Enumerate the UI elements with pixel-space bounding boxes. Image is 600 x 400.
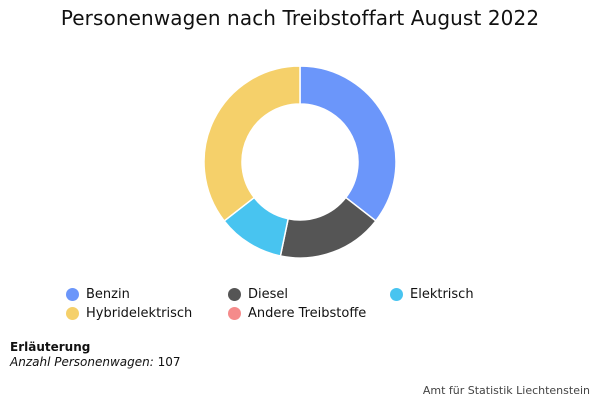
legend-item-diesel[interactable]: Diesel: [228, 286, 390, 303]
legend-label: Hybridelektrisch: [86, 306, 193, 321]
legend-marker: [66, 288, 79, 301]
legend-marker: [228, 307, 241, 320]
legend-item-benzin[interactable]: Benzin: [66, 286, 228, 303]
legend-marker: [390, 288, 403, 301]
note-heading: Erläuterung: [10, 340, 91, 354]
note-line: Anzahl Personenwagen: 107: [10, 355, 181, 370]
legend-marker: [228, 288, 241, 301]
chart-title: Personenwagen nach Treibstoffart August …: [60, 6, 540, 30]
slice-benzin: [299, 65, 397, 222]
explanation-note: Erläuterung Anzahl Personenwagen: 107: [10, 340, 181, 370]
legend-marker: [66, 307, 79, 320]
legend-item-hybridelektrisch[interactable]: Hybridelektrisch: [66, 305, 228, 322]
legend-label: Elektrisch: [410, 287, 474, 302]
donut-chart: [203, 65, 397, 259]
legend-label: Diesel: [248, 287, 289, 302]
legend-label: Benzin: [86, 287, 130, 302]
note-key: Anzahl Personenwagen:: [10, 355, 154, 369]
note-value: 107: [157, 355, 181, 369]
chart-legend: Benzin Diesel Elektrisch Hybridelektrisch An…: [66, 286, 566, 322]
legend-item-andere-treibstoffe[interactable]: Andere Treibstoffe: [228, 305, 390, 322]
legend-label: Andere Treibstoffe: [248, 306, 367, 321]
source-credit: Amt für Statistik Liechtenstein: [422, 384, 590, 397]
slice-hybridelektrisch: [203, 65, 301, 222]
legend-item-elektrisch[interactable]: Elektrisch: [390, 286, 552, 303]
